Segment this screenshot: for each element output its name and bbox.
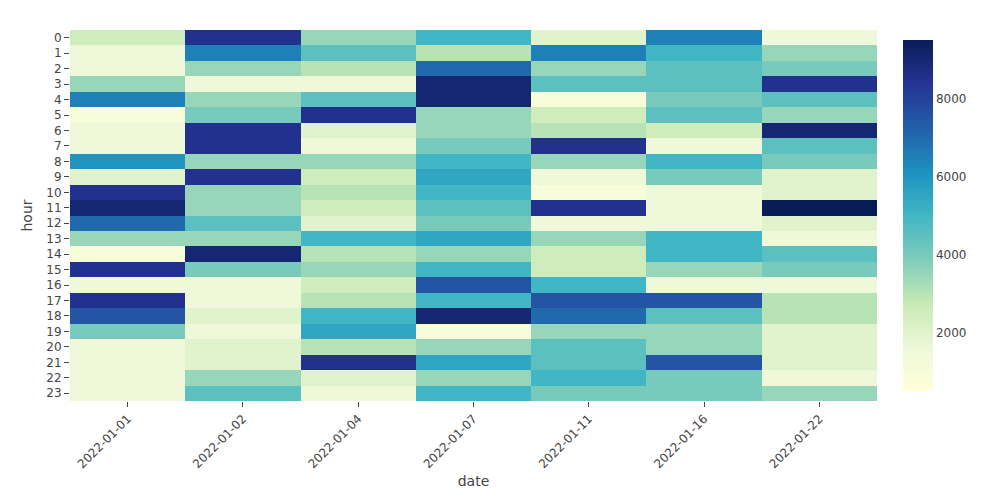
svg-text:2022-01-22: 2022-01-22 <box>767 412 826 471</box>
svg-text:2: 2 <box>54 62 62 76</box>
svg-text:19: 19 <box>46 325 61 339</box>
svg-text:hour: hour <box>19 199 35 231</box>
svg-text:10: 10 <box>46 186 61 200</box>
svg-text:18: 18 <box>46 309 61 323</box>
svg-text:8000: 8000 <box>936 92 967 106</box>
svg-text:date: date <box>458 473 490 489</box>
svg-text:4000: 4000 <box>936 248 967 262</box>
svg-text:3: 3 <box>54 77 62 91</box>
svg-text:12: 12 <box>46 216 61 230</box>
svg-text:2000: 2000 <box>936 326 967 340</box>
svg-text:5: 5 <box>54 108 62 122</box>
svg-text:6000: 6000 <box>936 170 967 184</box>
svg-text:2022-01-16: 2022-01-16 <box>651 412 710 471</box>
svg-text:17: 17 <box>46 294 61 308</box>
svg-text:4: 4 <box>54 93 62 107</box>
svg-text:11: 11 <box>46 201 61 215</box>
svg-text:2022-01-02: 2022-01-02 <box>190 412 249 471</box>
svg-text:15: 15 <box>46 263 61 277</box>
svg-text:20: 20 <box>46 340 61 354</box>
svg-text:0: 0 <box>54 31 62 45</box>
svg-text:14: 14 <box>46 247 61 261</box>
svg-text:9: 9 <box>54 170 62 184</box>
svg-text:8: 8 <box>54 155 62 169</box>
svg-text:16: 16 <box>46 278 61 292</box>
svg-text:2022-01-04: 2022-01-04 <box>305 412 364 471</box>
svg-text:7: 7 <box>54 139 62 153</box>
svg-text:23: 23 <box>46 386 61 400</box>
svg-text:1: 1 <box>54 46 62 60</box>
svg-text:2022-01-11: 2022-01-11 <box>536 412 595 471</box>
svg-text:2022-01-01: 2022-01-01 <box>75 412 134 471</box>
svg-text:13: 13 <box>46 232 61 246</box>
svg-text:22: 22 <box>46 371 61 385</box>
svg-text:2022-01-07: 2022-01-07 <box>421 412 480 471</box>
svg-text:21: 21 <box>46 356 61 370</box>
svg-text:6: 6 <box>54 124 62 138</box>
